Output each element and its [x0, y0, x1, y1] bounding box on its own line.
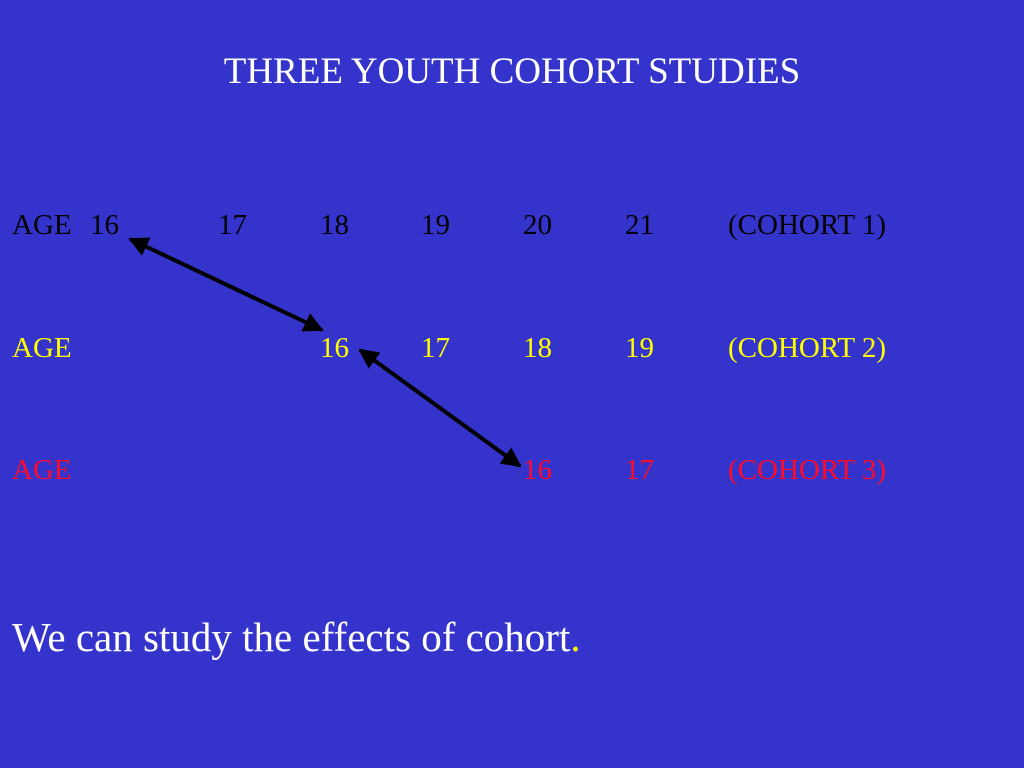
footer-text: We can study the effects of cohort [12, 614, 571, 660]
row-label: AGE [12, 454, 72, 486]
age: 19 [421, 209, 450, 241]
age: 17 [421, 332, 450, 364]
age: 21 [625, 209, 654, 241]
cohort-label: (COHORT 2) [728, 332, 886, 364]
cohort-label: (COHORT 1) [728, 209, 886, 241]
age: 18 [320, 209, 349, 241]
age: 17 [625, 454, 654, 486]
age: 16 [320, 332, 349, 364]
cohort-label: (COHORT 3) [728, 454, 886, 486]
age: 17 [218, 209, 247, 241]
age: 20 [523, 209, 552, 241]
row-label: AGE [12, 209, 72, 241]
arrow [358, 348, 522, 468]
footer: We can study the effects of cohort. [12, 614, 581, 660]
age: 16 [90, 209, 119, 241]
age: 18 [523, 332, 552, 364]
age: 19 [625, 332, 654, 364]
footer-period: . [570, 614, 580, 660]
row-label: AGE [12, 332, 72, 364]
arrow [128, 237, 324, 332]
title: THREE YOUTH COHORT STUDIES [224, 51, 800, 92]
age: 16 [523, 454, 552, 486]
